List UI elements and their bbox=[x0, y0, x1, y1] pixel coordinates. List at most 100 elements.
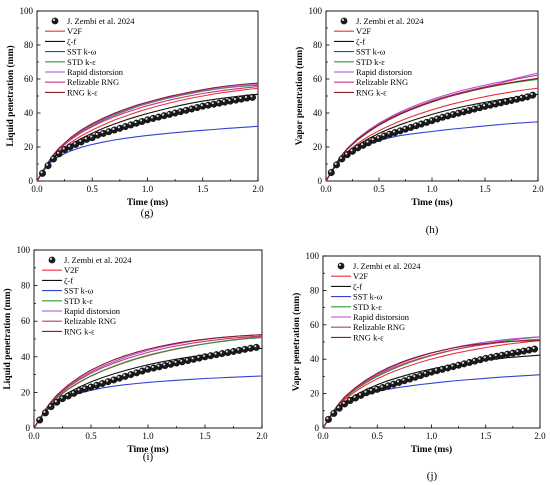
experiment-point bbox=[390, 380, 398, 388]
marker-body bbox=[531, 345, 539, 353]
experiment-point bbox=[121, 372, 129, 380]
marker-body bbox=[212, 351, 220, 359]
marker-highlight bbox=[217, 100, 220, 104]
y-tick-label: 60 bbox=[313, 74, 323, 84]
marker-highlight bbox=[145, 367, 149, 370]
marker-highlight bbox=[408, 125, 411, 128]
experiment-point bbox=[232, 96, 240, 104]
marker-highlight bbox=[250, 95, 253, 98]
marker-highlight bbox=[191, 357, 194, 360]
experiment-point bbox=[199, 102, 207, 110]
marker-highlight bbox=[167, 112, 170, 115]
experiment-point bbox=[349, 147, 357, 155]
experiment-point bbox=[115, 374, 123, 382]
marker-body bbox=[330, 409, 338, 417]
series-line-3 bbox=[325, 121, 539, 182]
marker-highlight bbox=[509, 98, 512, 101]
y-axis-label: Liquid penetration (mm) bbox=[5, 45, 16, 146]
y-tick-label: 80 bbox=[21, 281, 31, 291]
marker-highlight bbox=[68, 144, 71, 147]
marker-highlight bbox=[355, 145, 358, 148]
experiment-point bbox=[529, 91, 537, 99]
experiment-point bbox=[177, 108, 185, 116]
experiment-point bbox=[465, 358, 473, 366]
y-tick-label: 100 bbox=[309, 6, 323, 16]
marker-highlight bbox=[472, 358, 475, 362]
marker-body bbox=[144, 365, 152, 373]
experiment-point bbox=[247, 344, 255, 352]
marker-highlight bbox=[371, 138, 374, 141]
legend-label-5: Rapid distorsion bbox=[64, 306, 121, 316]
x-tick-label: 2.0 bbox=[532, 184, 544, 194]
marker-highlight bbox=[84, 137, 87, 140]
y-tick-label: 100 bbox=[17, 245, 31, 255]
marker-body bbox=[184, 357, 192, 365]
marker-highlight bbox=[45, 163, 49, 166]
experiment-point bbox=[77, 138, 85, 146]
x-tick-label: 0.0 bbox=[28, 431, 40, 441]
experiment-point bbox=[218, 350, 226, 358]
experiment-point bbox=[391, 129, 399, 137]
marker-highlight bbox=[163, 363, 166, 366]
marker-highlight bbox=[402, 378, 405, 381]
marker-highlight bbox=[467, 108, 470, 111]
experiment-point bbox=[324, 415, 332, 423]
legend-label-6: Relizable RNG bbox=[67, 77, 119, 87]
marker-highlight bbox=[220, 351, 223, 354]
marker-highlight bbox=[391, 381, 394, 385]
marker-highlight bbox=[222, 99, 225, 103]
x-tick-label: 1.5 bbox=[479, 184, 491, 194]
marker-highlight bbox=[244, 95, 248, 99]
experiment-point bbox=[379, 384, 387, 392]
y-tick-label: 0 bbox=[29, 176, 34, 186]
marker-highlight bbox=[353, 395, 356, 398]
experiment-point bbox=[41, 409, 49, 417]
marker-highlight bbox=[348, 398, 351, 401]
experiment-point bbox=[335, 404, 343, 412]
experiment-point bbox=[455, 109, 463, 117]
marker-highlight bbox=[350, 149, 353, 152]
marker-highlight bbox=[62, 147, 65, 150]
marker-highlight bbox=[145, 117, 148, 120]
legend-label-4: STD k-ε bbox=[64, 296, 93, 306]
marker-highlight bbox=[83, 386, 86, 389]
marker-highlight bbox=[248, 346, 251, 349]
experiment-point bbox=[94, 131, 102, 139]
marker-highlight bbox=[157, 364, 160, 367]
experiment-point bbox=[204, 101, 212, 109]
marker-highlight bbox=[451, 364, 454, 367]
experiment-point bbox=[47, 403, 55, 411]
marker-highlight bbox=[510, 350, 513, 354]
marker-highlight bbox=[237, 348, 240, 351]
marker-highlight bbox=[429, 369, 432, 373]
experiment-point bbox=[61, 146, 69, 154]
series-line-5 bbox=[322, 336, 541, 429]
experiment-point bbox=[330, 409, 338, 417]
experiment-point bbox=[417, 120, 425, 128]
marker-highlight bbox=[514, 97, 517, 100]
marker-body bbox=[41, 409, 49, 417]
legend-label-5: Rapid distorsion bbox=[356, 67, 413, 77]
marker-highlight bbox=[382, 133, 385, 136]
y-tick-label: 20 bbox=[310, 389, 320, 399]
experiment-point bbox=[338, 155, 346, 163]
legend-label-3: SST k-ω bbox=[67, 47, 97, 57]
y-axis-label: Vapor penetration (mm) bbox=[291, 293, 302, 392]
marker-body bbox=[252, 343, 260, 351]
marker-highlight bbox=[200, 104, 203, 107]
marker-highlight bbox=[106, 379, 109, 382]
marker-highlight bbox=[494, 354, 497, 357]
legend-label-6: Relizable RNG bbox=[356, 77, 408, 87]
experiment-point bbox=[520, 347, 528, 355]
panel-tag: (j) bbox=[427, 470, 438, 482]
series-line-4 bbox=[322, 336, 541, 429]
marker-highlight bbox=[54, 399, 57, 403]
marker-highlight bbox=[95, 132, 98, 136]
marker-body bbox=[190, 355, 198, 363]
marker-highlight bbox=[185, 358, 188, 361]
x-tick-label: 2.0 bbox=[252, 184, 264, 194]
legend-label-experiment: J. Zembi et al. 2024 bbox=[67, 16, 135, 26]
experiment-point bbox=[138, 117, 146, 125]
experiment-point bbox=[248, 93, 256, 101]
